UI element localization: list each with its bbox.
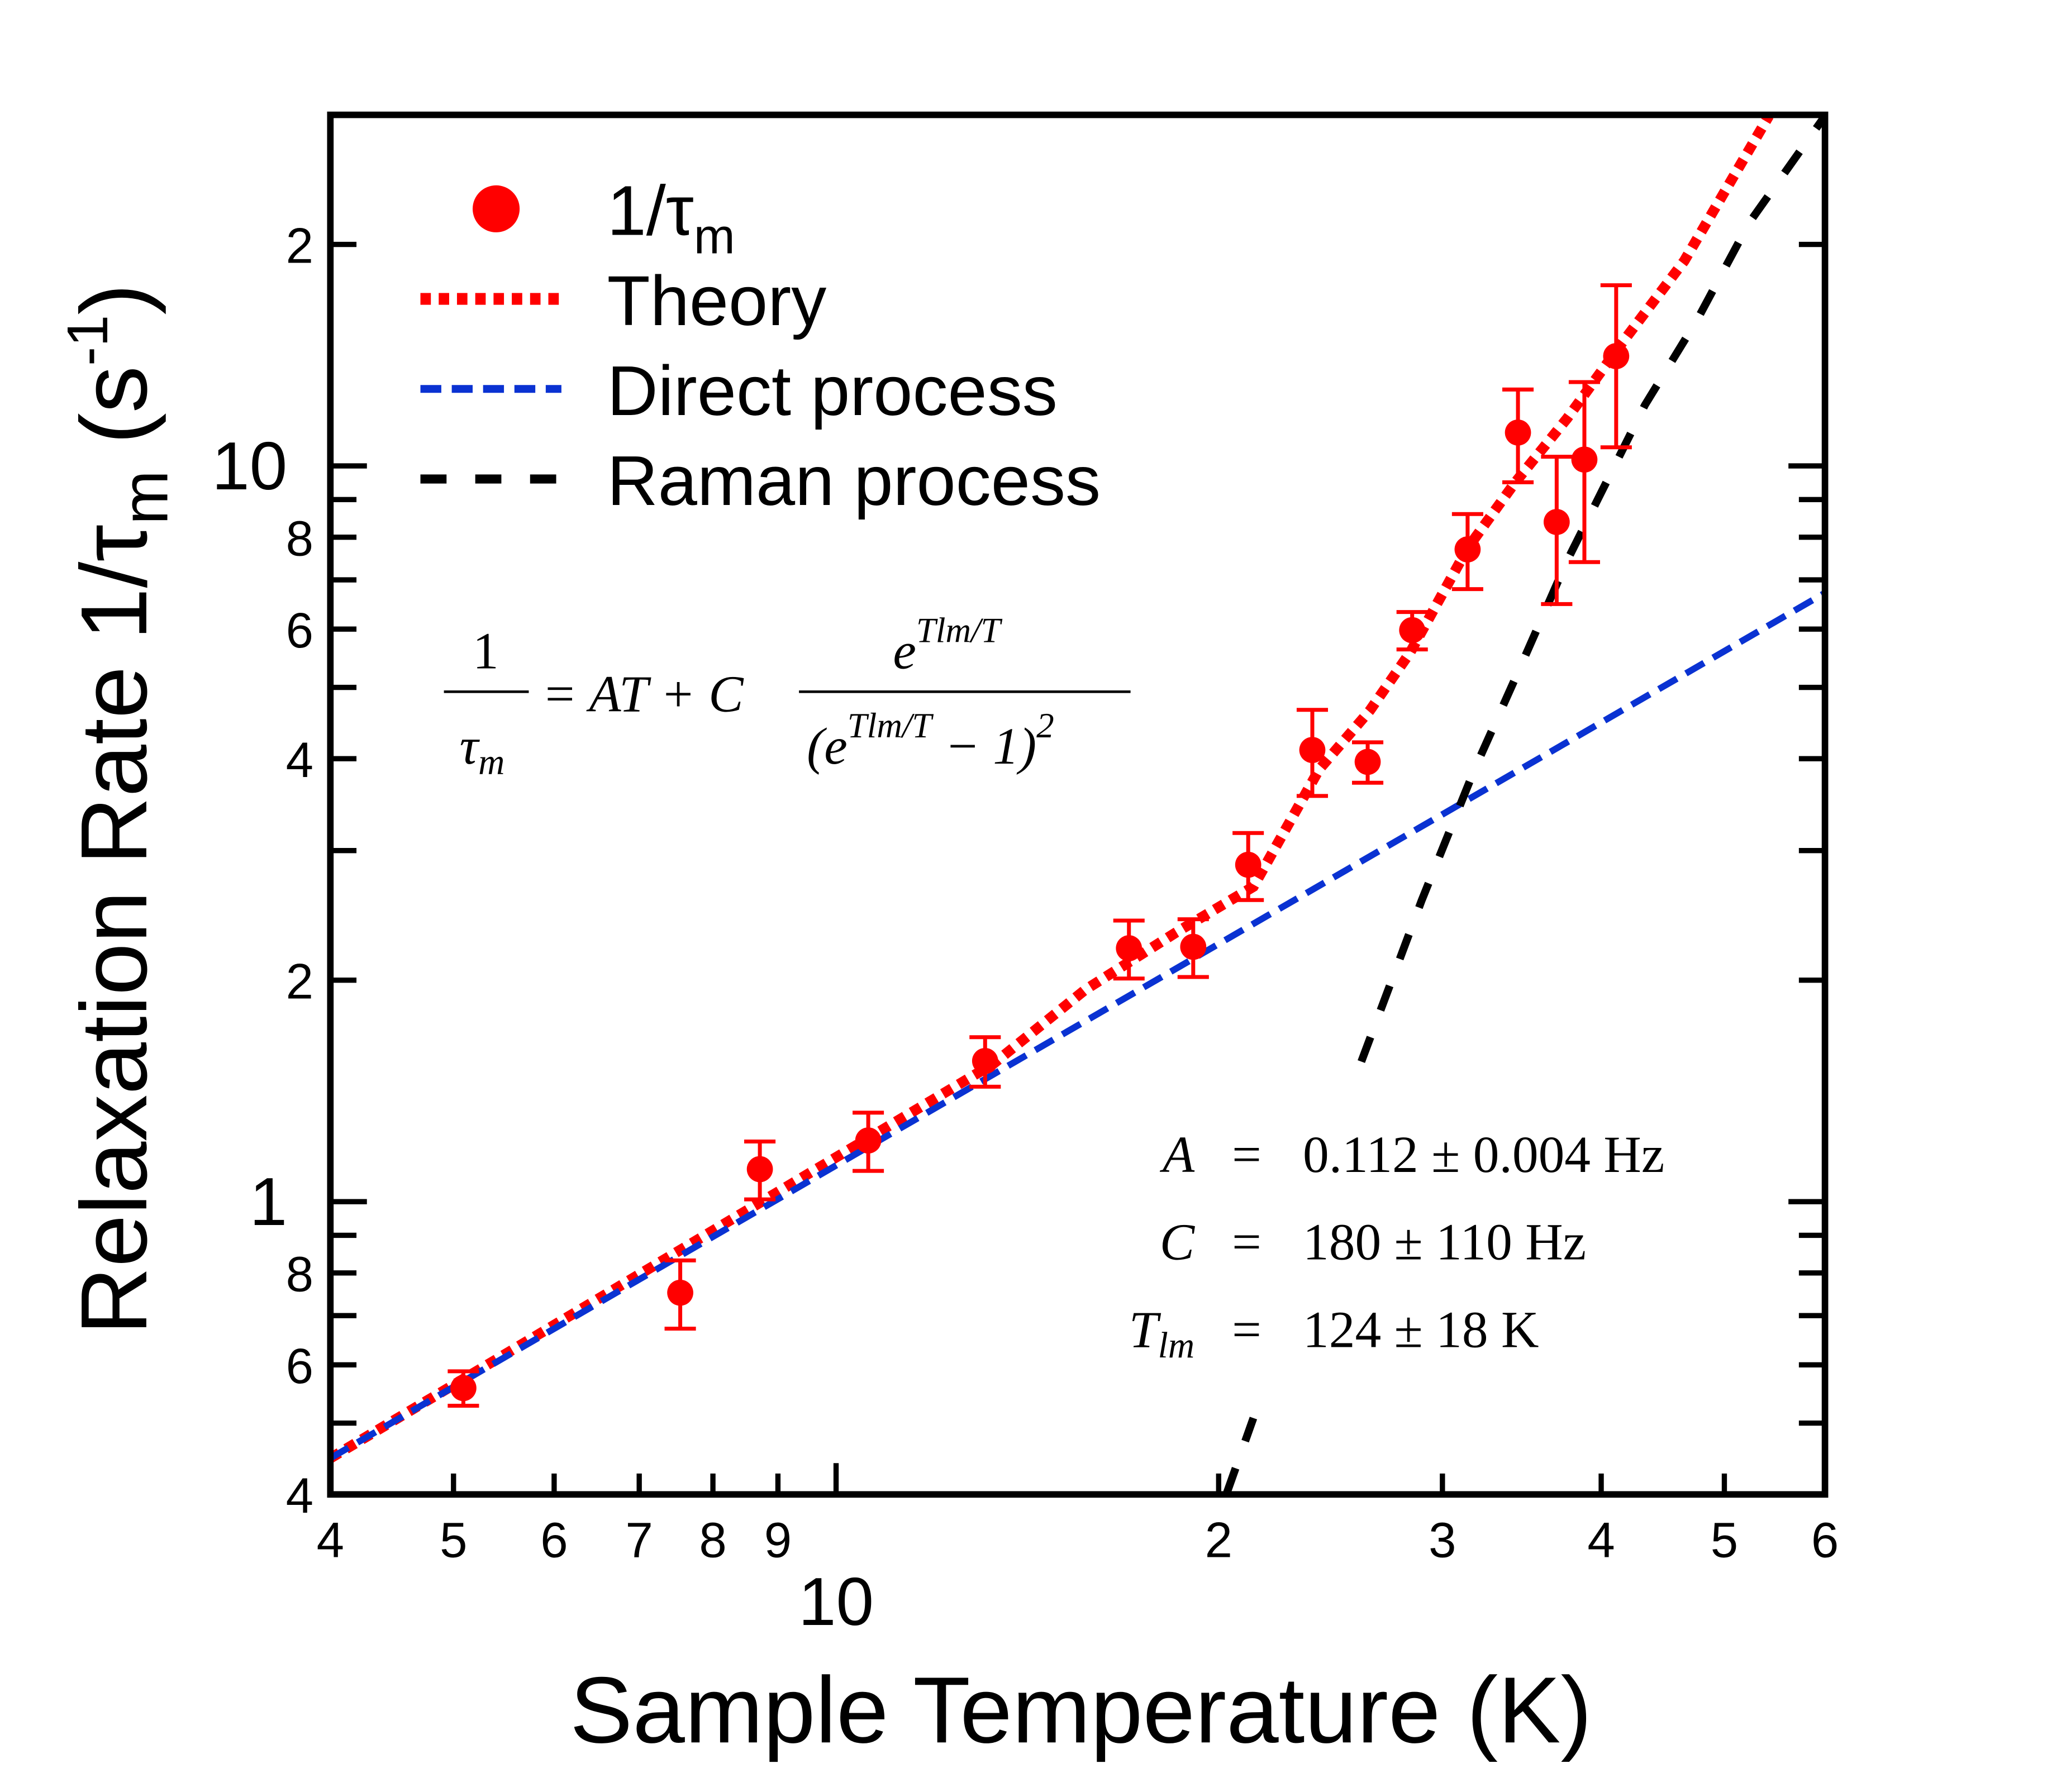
legend-label-sub: m bbox=[694, 208, 735, 264]
data-point bbox=[1571, 446, 1598, 473]
equation-tau-sub: m bbox=[478, 742, 504, 783]
equation-exp-base: e bbox=[893, 622, 916, 680]
parameter-value: 0.112 ± 0.004 Hz bbox=[1303, 1126, 1664, 1184]
x-tick-label: 3 bbox=[1429, 1512, 1456, 1567]
data-point bbox=[450, 1375, 477, 1402]
y-tick-label: 4 bbox=[286, 1468, 313, 1523]
data-point bbox=[1354, 749, 1381, 775]
x-tick-label: 6 bbox=[540, 1512, 568, 1567]
legend-label: 1/τm bbox=[607, 171, 735, 264]
equation-den-open: (e bbox=[807, 718, 848, 775]
data-point bbox=[1180, 933, 1207, 960]
legend-label-text: Theory bbox=[607, 261, 827, 340]
x-tick-label: 5 bbox=[1711, 1512, 1738, 1567]
parameter-equals: = bbox=[1232, 1214, 1261, 1271]
data-point bbox=[667, 1279, 693, 1306]
plot-area bbox=[330, 115, 1825, 1494]
x-tick-label: 6 bbox=[1811, 1512, 1839, 1567]
legend-label: Raman process bbox=[607, 441, 1101, 520]
legend-marker bbox=[473, 185, 520, 232]
parameter-equals: = bbox=[1232, 1126, 1261, 1184]
data-point bbox=[1603, 343, 1630, 369]
parameter-value: 180 ± 110 Hz bbox=[1303, 1214, 1586, 1271]
data-point bbox=[855, 1127, 882, 1154]
line-dashed bbox=[330, 590, 1825, 1461]
data-point bbox=[1235, 851, 1261, 878]
data-point bbox=[972, 1047, 998, 1074]
parameter-symbol: Tlm bbox=[1129, 1301, 1194, 1366]
parameter-symbol: A bbox=[1159, 1126, 1195, 1184]
y-tick-label: 8 bbox=[286, 511, 313, 566]
data-point bbox=[1299, 737, 1326, 764]
parameter-equals: = bbox=[1232, 1301, 1261, 1359]
x-tick-label: 10 bbox=[798, 1564, 874, 1640]
y-tick-label: 2 bbox=[286, 218, 313, 273]
y-axis-title-unit-end: ) bbox=[61, 284, 166, 315]
line-longdash bbox=[1223, 115, 1825, 1494]
equation-exponent: Tlm/T bbox=[916, 611, 1003, 650]
legend-label-text: Direct process bbox=[607, 351, 1058, 430]
data-point bbox=[1505, 419, 1531, 446]
parameter-symbol-text: T bbox=[1129, 1301, 1161, 1359]
equation-tau-symbol: τ bbox=[460, 718, 480, 775]
y-tick-label: 4 bbox=[286, 732, 313, 788]
equation-tau: τm bbox=[460, 718, 505, 783]
data-point bbox=[1454, 536, 1481, 563]
equation-den-close: − 1) bbox=[945, 718, 1036, 775]
equation-numerator: 1 bbox=[473, 622, 499, 680]
equation: 1 τm = AT + C eTlm/T (eTlm/T − 1)2 bbox=[444, 611, 1131, 783]
legend-label: Theory bbox=[607, 261, 827, 340]
equation-exp: eTlm/T bbox=[893, 611, 1002, 680]
equation-den-exponent: Tlm/T bbox=[848, 706, 934, 745]
x-tick-label: 4 bbox=[317, 1512, 344, 1567]
legend-label: Direct process bbox=[607, 351, 1058, 430]
x-tick-label: 7 bbox=[625, 1512, 653, 1567]
y-axis-title-text: Relaxation Rate 1/τ bbox=[61, 525, 166, 1335]
parameter-symbol-text: C bbox=[1160, 1214, 1196, 1271]
y-tick-label: 1 bbox=[250, 1164, 288, 1240]
parameter-symbol-sub: lm bbox=[1158, 1326, 1194, 1366]
y-axis-title-sub: m bbox=[108, 470, 181, 525]
data-point bbox=[746, 1156, 773, 1183]
data-point bbox=[1116, 935, 1142, 961]
legend-label-text: Raman process bbox=[607, 441, 1101, 520]
y-axis-title-unit-sup: -1 bbox=[55, 315, 120, 366]
equation-den-power: 2 bbox=[1036, 706, 1054, 745]
data-point bbox=[1399, 617, 1426, 644]
y-tick-label: 2 bbox=[286, 954, 313, 1009]
plot-frame bbox=[327, 111, 1829, 1498]
equation-middle: = AT + C bbox=[542, 665, 744, 723]
x-axis-title: Sample Temperature (K) bbox=[570, 1657, 1592, 1762]
x-tick-label: 5 bbox=[440, 1512, 467, 1567]
y-tick-label: 6 bbox=[286, 603, 313, 658]
parameters: A = 0.112 ± 0.004 Hz C = 180 ± 110 Hz Tlm = 124 … bbox=[1129, 1126, 1665, 1366]
x-tick-label: 2 bbox=[1205, 1512, 1232, 1567]
x-tick-label: 8 bbox=[699, 1512, 726, 1567]
equation-denominator: (eTlm/T − 1)2 bbox=[807, 706, 1054, 775]
legend-label-text: 1/τ bbox=[607, 171, 694, 250]
y-axis-title: Relaxation Rate 1/τm (s-1) bbox=[55, 284, 181, 1335]
y-tick-label: 10 bbox=[212, 428, 287, 504]
data-point bbox=[1543, 509, 1570, 535]
parameter-symbol-text: A bbox=[1159, 1126, 1195, 1184]
y-tick-label: 8 bbox=[286, 1247, 313, 1302]
x-tick-label: 4 bbox=[1587, 1512, 1615, 1567]
x-tick-label: 9 bbox=[764, 1512, 792, 1567]
y-axis-title-unit: (s bbox=[61, 366, 166, 444]
parameter-symbol: C bbox=[1160, 1214, 1196, 1271]
y-tick-label: 6 bbox=[286, 1338, 313, 1394]
parameter-value: 124 ± 18 K bbox=[1303, 1301, 1539, 1359]
